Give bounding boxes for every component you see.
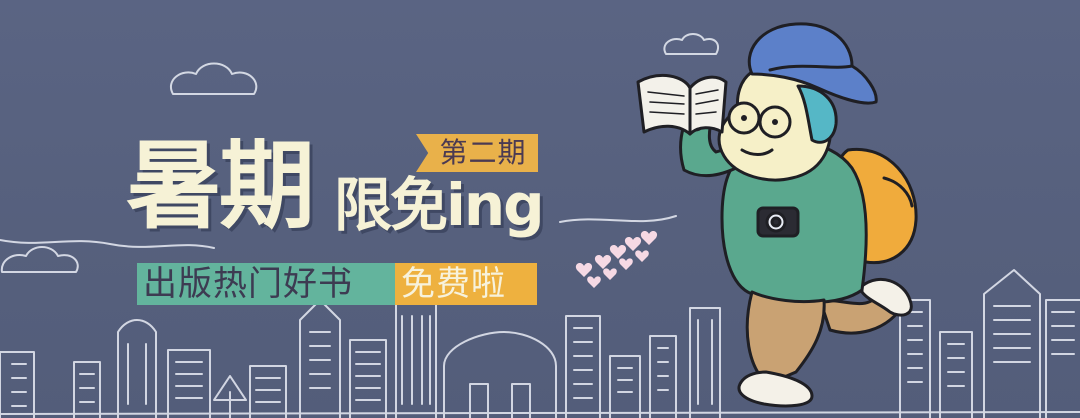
headline-summer: 暑期 (126, 130, 315, 242)
headline-free-ing: 限免ing (334, 171, 545, 239)
cloud-icon (170, 62, 258, 95)
building-sketch (689, 307, 721, 418)
building-sketch (299, 299, 341, 418)
building-sketch (249, 365, 287, 418)
heart-icon (624, 237, 642, 251)
building-sketch (1045, 299, 1080, 418)
heart-icon (587, 276, 601, 288)
hearts-decoration (575, 231, 658, 288)
ribbon-left (137, 263, 395, 305)
building-sketch (649, 335, 677, 418)
building-sketch (73, 361, 101, 418)
building-sketch (609, 355, 641, 418)
building-sketch (983, 269, 1041, 418)
issue-badge-label: 第二期 (439, 136, 527, 169)
building-sketch (0, 351, 35, 418)
hat-icon (747, 22, 878, 105)
dome-sketch (443, 331, 557, 418)
doodle-line (0, 239, 215, 249)
building-sketch (11, 363, 27, 407)
building-sketch (167, 349, 211, 418)
heart-icon (575, 263, 593, 277)
trouser-front-leg (745, 290, 826, 386)
hair (796, 84, 838, 144)
front-shoe (737, 370, 814, 408)
mouth (740, 148, 774, 156)
ribbon-left-label: 出版热门好书 (143, 264, 353, 304)
doodle-line (559, 215, 677, 223)
building-sketch (349, 339, 387, 418)
building-sketch (939, 331, 973, 418)
ribbon-right (395, 263, 537, 305)
heart-icon (603, 268, 617, 280)
back-shoe (860, 277, 913, 317)
tree-sketch (213, 375, 247, 418)
open-book-icon (636, 73, 728, 136)
ribbon-right-label: 免费啦 (401, 264, 506, 304)
heart-icon (640, 231, 658, 245)
heart-icon (609, 245, 627, 259)
building-sketch (395, 303, 437, 418)
cloud-icon (663, 33, 720, 55)
heart-icon (635, 250, 649, 262)
heart-icon (619, 258, 633, 270)
issue-badge (416, 134, 538, 172)
traveler-character (636, 22, 918, 408)
building-sketch (565, 315, 601, 418)
cloud-icon (0, 246, 79, 273)
building-sketch (117, 319, 157, 418)
ground-line (0, 411, 1080, 415)
heart-icon (594, 255, 612, 269)
building-sketch (899, 299, 931, 418)
